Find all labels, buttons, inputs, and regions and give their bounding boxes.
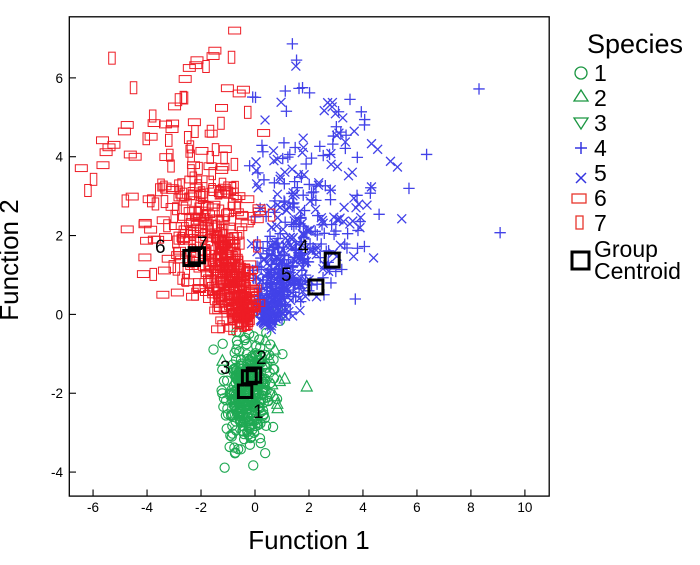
svg-text:-4: -4 — [141, 500, 153, 515]
svg-text:3: 3 — [594, 110, 607, 136]
svg-text:4: 4 — [298, 237, 309, 258]
svg-text:10: 10 — [517, 500, 532, 515]
svg-text:2: 2 — [594, 85, 607, 111]
svg-text:5: 5 — [594, 160, 607, 186]
svg-text:-2: -2 — [195, 500, 207, 515]
svg-text:Species: Species — [587, 29, 683, 59]
svg-text:8: 8 — [467, 500, 475, 515]
svg-text:1: 1 — [253, 402, 264, 423]
svg-text:-6: -6 — [87, 500, 99, 515]
svg-text:-4: -4 — [51, 465, 63, 480]
svg-text:5: 5 — [281, 265, 292, 286]
svg-text:2: 2 — [55, 229, 63, 244]
svg-text:0: 0 — [55, 307, 63, 322]
svg-text:6: 6 — [55, 71, 63, 86]
svg-text:2: 2 — [256, 348, 267, 369]
svg-text:4: 4 — [359, 500, 367, 515]
svg-text:Function 1: Function 1 — [248, 525, 369, 555]
svg-text:7: 7 — [197, 234, 208, 255]
svg-text:7: 7 — [594, 210, 607, 236]
svg-text:6: 6 — [413, 500, 421, 515]
svg-text:Function 2: Function 2 — [0, 199, 24, 320]
svg-text:4: 4 — [594, 135, 607, 161]
svg-text:6: 6 — [594, 185, 607, 211]
svg-text:4: 4 — [55, 150, 63, 165]
svg-text:Centroid: Centroid — [594, 258, 681, 284]
svg-text:6: 6 — [155, 237, 166, 258]
svg-text:2: 2 — [305, 500, 313, 515]
svg-text:-2: -2 — [51, 386, 63, 401]
svg-text:0: 0 — [251, 500, 259, 515]
svg-text:1: 1 — [594, 60, 607, 86]
svg-text:3: 3 — [220, 358, 231, 379]
